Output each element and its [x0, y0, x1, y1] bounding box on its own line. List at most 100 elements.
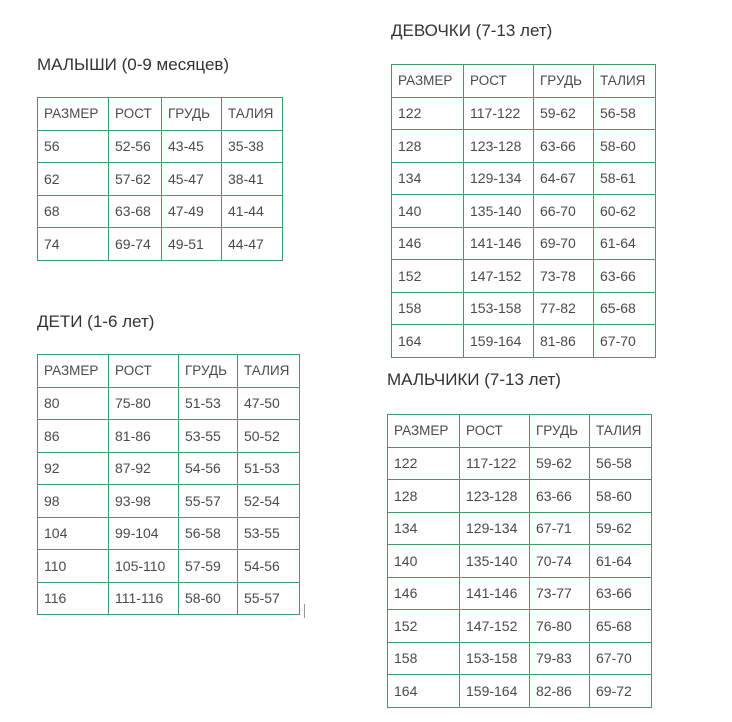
table-cell: 65-68 [589, 609, 652, 643]
table-cell: 56-58 [589, 446, 652, 480]
table-cell: 128 [387, 479, 460, 513]
table-cell: 45-47 [161, 162, 222, 196]
table-cell: 57-62 [108, 162, 162, 196]
table-cell: 141-146 [459, 576, 530, 610]
table-cell: 58-61 [593, 161, 656, 195]
table-row: 140 135-140 70-74 61-64 [387, 544, 652, 578]
table-cell: 104 [37, 516, 109, 550]
table-cell: 63-66 [593, 259, 656, 293]
table-cell: 73-78 [533, 259, 594, 293]
table-cell: 73-77 [529, 576, 590, 610]
table-cell: 86 [37, 419, 109, 453]
header-cell: РОСТ [463, 64, 534, 98]
header-cell: РАЗМЕР [37, 97, 109, 131]
table-cell: 58-60 [178, 581, 238, 615]
table-row: 164 159-164 81-86 67-70 [391, 324, 656, 358]
table-row: 68 63-68 47-49 41-44 [37, 194, 283, 228]
table-cell: 65-68 [593, 291, 656, 325]
kids-title: ДЕТИ (1-6 лет) [37, 312, 155, 331]
table-cell: 81-86 [533, 324, 594, 358]
header-cell: ГРУДЬ [529, 414, 590, 448]
table-cell: 59-62 [589, 511, 652, 545]
table-cell: 129-134 [459, 511, 530, 545]
table-cell: 51-53 [237, 451, 300, 485]
table-row: 92 87-92 54-56 51-53 [37, 451, 300, 485]
table-row: 128 123-128 63-66 58-60 [391, 129, 656, 163]
header-cell: ТАЛИЯ [221, 97, 283, 131]
table-cell: 55-57 [178, 484, 238, 518]
header-cell: РОСТ [108, 354, 179, 388]
table-cell: 128 [391, 129, 464, 163]
table-cell: 67-70 [593, 324, 656, 358]
table-cell: 164 [387, 674, 460, 708]
header-row: РАЗМЕР РОСТ ГРУДЬ ТАЛИЯ [391, 64, 656, 98]
table-cell: 41-44 [221, 194, 283, 228]
table-cell: 77-82 [533, 291, 594, 325]
table-row: 80 75-80 51-53 47-50 [37, 386, 300, 420]
table-cell: 50-52 [237, 419, 300, 453]
table-cell: 55-57 [237, 581, 300, 615]
table-cell: 123-128 [459, 479, 530, 513]
table-cell: 70-74 [529, 544, 590, 578]
header-cell: РАЗМЕР [387, 414, 460, 448]
table-cell: 66-70 [533, 194, 594, 228]
table-cell: 63-66 [533, 129, 594, 163]
table-cell: 82-86 [529, 674, 590, 708]
table-cell: 54-56 [237, 549, 300, 583]
table-cell: 158 [391, 291, 464, 325]
table-cell: 141-146 [463, 226, 534, 260]
table-cell: 159-164 [459, 674, 530, 708]
table-cell: 57-59 [178, 549, 238, 583]
table-row: 158 153-158 79-83 67-70 [387, 641, 652, 675]
header-cell: ГРУДЬ [178, 354, 238, 388]
boys-title: МАЛЬЧИКИ (7-13 лет) [387, 370, 561, 389]
header-cell: ТАЛИЯ [593, 64, 656, 98]
header-cell: ГРУДЬ [533, 64, 594, 98]
table-cell: 35-38 [221, 129, 283, 163]
table-cell: 44-47 [221, 227, 283, 261]
header-row: РАЗМЕР РОСТ ГРУДЬ ТАЛИЯ [387, 414, 652, 448]
table-cell: 43-45 [161, 129, 222, 163]
header-cell: РАЗМЕР [37, 354, 109, 388]
table-cell: 69-72 [589, 674, 652, 708]
table-row: 122 117-122 59-62 56-58 [391, 96, 656, 130]
table-cell: 159-164 [463, 324, 534, 358]
table-row: 128 123-128 63-66 58-60 [387, 479, 652, 513]
table-cell: 75-80 [108, 386, 179, 420]
table-row: 146 141-146 73-77 63-66 [387, 576, 652, 610]
text-cursor [304, 604, 305, 618]
table-cell: 81-86 [108, 419, 179, 453]
header-row: РАЗМЕР РОСТ ГРУДЬ ТАЛИЯ [37, 354, 300, 388]
table-row: 98 93-98 55-57 52-54 [37, 484, 300, 518]
table-cell: 58-60 [589, 479, 652, 513]
table-cell: 111-116 [108, 581, 179, 615]
table-cell: 134 [387, 511, 460, 545]
table-cell: 63-68 [108, 194, 162, 228]
table-cell: 146 [391, 226, 464, 260]
table-cell: 122 [391, 96, 464, 130]
table-cell: 59-62 [533, 96, 594, 130]
table-row: 86 81-86 53-55 50-52 [37, 419, 300, 453]
table-cell: 54-56 [178, 451, 238, 485]
header-cell: ГРУДЬ [161, 97, 222, 131]
table-cell: 74 [37, 227, 109, 261]
table-cell: 52-54 [237, 484, 300, 518]
table-cell: 63-66 [529, 479, 590, 513]
table-cell: 93-98 [108, 484, 179, 518]
table-row: 110 105-110 57-59 54-56 [37, 549, 300, 583]
table-cell: 69-70 [533, 226, 594, 260]
table-cell: 122 [387, 446, 460, 480]
table-cell: 60-62 [593, 194, 656, 228]
header-row: РАЗМЕР РОСТ ГРУДЬ ТАЛИЯ [37, 97, 283, 131]
table-cell: 146 [387, 576, 460, 610]
table-cell: 140 [391, 194, 464, 228]
table-cell: 158 [387, 641, 460, 675]
header-cell: РОСТ [459, 414, 530, 448]
table-row: 74 69-74 49-51 44-47 [37, 227, 283, 261]
table-cell: 105-110 [108, 549, 179, 583]
header-cell: РАЗМЕР [391, 64, 464, 98]
table-cell: 63-66 [589, 576, 652, 610]
table-cell: 129-134 [463, 161, 534, 195]
table-cell: 68 [37, 194, 109, 228]
table-cell: 110 [37, 549, 109, 583]
